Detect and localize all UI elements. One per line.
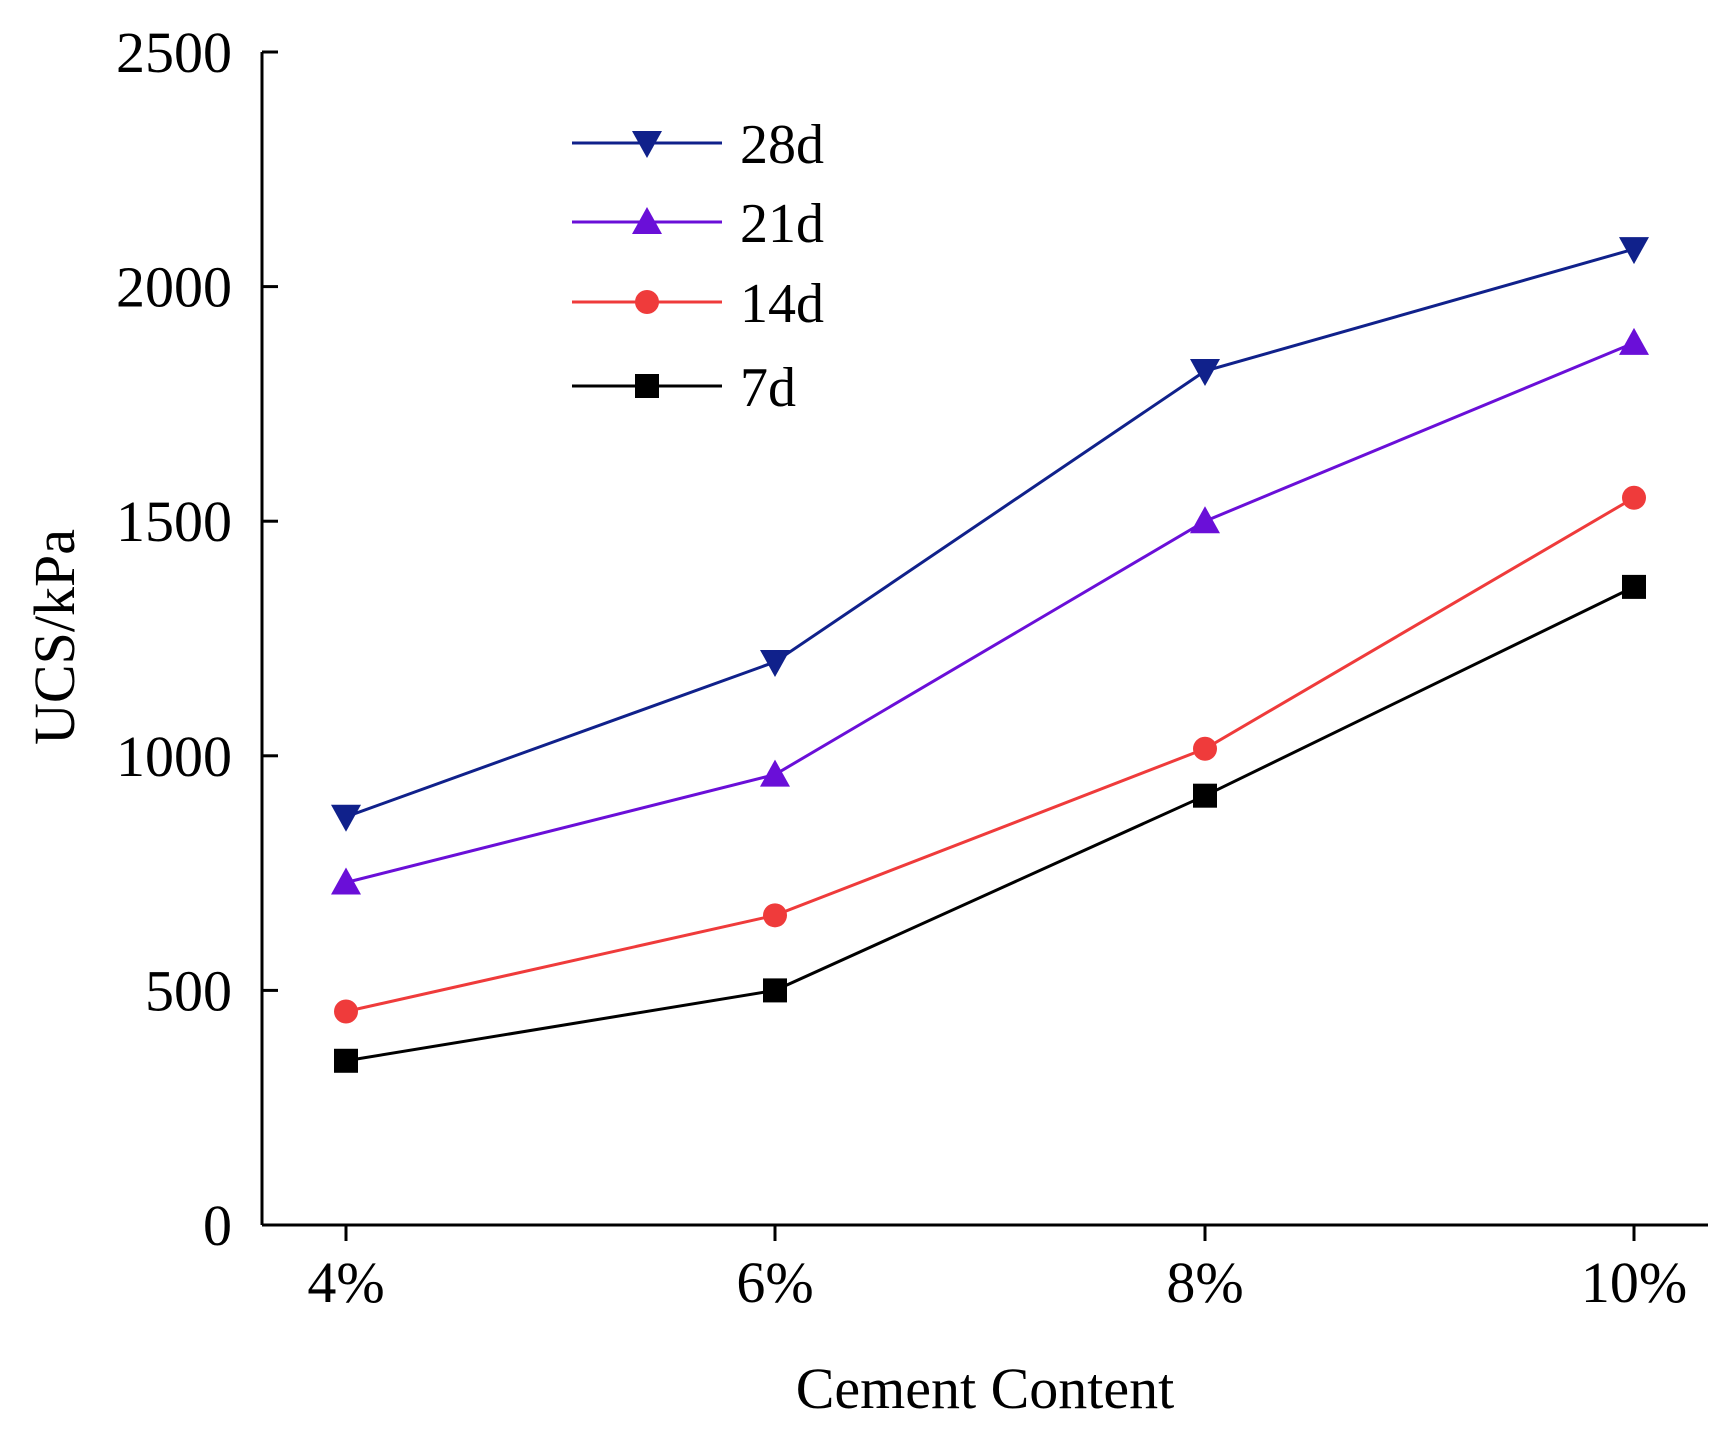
- series-7d: [334, 574, 1646, 1073]
- data-point: [331, 804, 361, 832]
- x-tick-label: 10%: [1581, 1250, 1687, 1315]
- series-layer: [331, 237, 1649, 1073]
- x-tick-label: 6%: [736, 1250, 813, 1315]
- data-point: [760, 649, 790, 677]
- axes: 0 500 1000 1500 2000 2500 4% 6% 8% 10%: [116, 20, 1708, 1315]
- data-point: [760, 759, 790, 787]
- legend-item-21d: 21d: [572, 193, 824, 255]
- series-28d: [331, 237, 1649, 832]
- data-point: [334, 1048, 358, 1073]
- data-point: [1190, 359, 1220, 387]
- series-line-21d: [345, 341, 1635, 884]
- data-point: [1622, 485, 1646, 510]
- legend-marker: [632, 131, 662, 158]
- x-axis-title: Cement Content: [796, 1356, 1175, 1421]
- data-point: [1619, 237, 1649, 265]
- x-tick-label: 4%: [307, 1250, 384, 1315]
- legend-marker: [635, 374, 659, 398]
- series-line-14d: [345, 496, 1635, 1013]
- y-tick-label: 2500: [116, 20, 232, 85]
- y-tick-label: 0: [203, 1193, 232, 1258]
- series-14d: [334, 485, 1646, 1024]
- data-point: [1190, 506, 1220, 534]
- data-point: [1193, 783, 1217, 808]
- legend-item-14d: 14d: [572, 273, 824, 335]
- y-tick-label: 1500: [116, 489, 232, 554]
- legend-item-28d: 28d: [572, 114, 824, 176]
- data-point: [1619, 327, 1649, 355]
- y-tick-label: 2000: [116, 255, 232, 320]
- series-21d: [331, 327, 1649, 895]
- data-point: [331, 867, 361, 895]
- legend-label: 21d: [740, 193, 824, 255]
- y-axis-title: UCS/kPa: [22, 529, 87, 745]
- y-tick-label: 1000: [116, 724, 232, 789]
- legend: 28d 21d 14d 7d: [572, 114, 824, 419]
- legend-label: 7d: [740, 357, 796, 419]
- legend-label: 28d: [740, 114, 824, 176]
- data-point: [1193, 736, 1217, 761]
- data-point: [1622, 574, 1646, 599]
- series-line-7d: [345, 585, 1635, 1063]
- legend-marker: [635, 290, 659, 314]
- x-tick-label: 8%: [1166, 1250, 1243, 1315]
- data-point: [763, 978, 787, 1003]
- y-tick-label: 500: [145, 958, 232, 1023]
- legend-item-7d: 7d: [572, 357, 796, 419]
- data-point: [763, 903, 787, 928]
- legend-marker: [632, 207, 662, 234]
- legend-label: 14d: [740, 273, 824, 335]
- data-point: [334, 999, 358, 1024]
- series-line-28d: [345, 247, 1635, 819]
